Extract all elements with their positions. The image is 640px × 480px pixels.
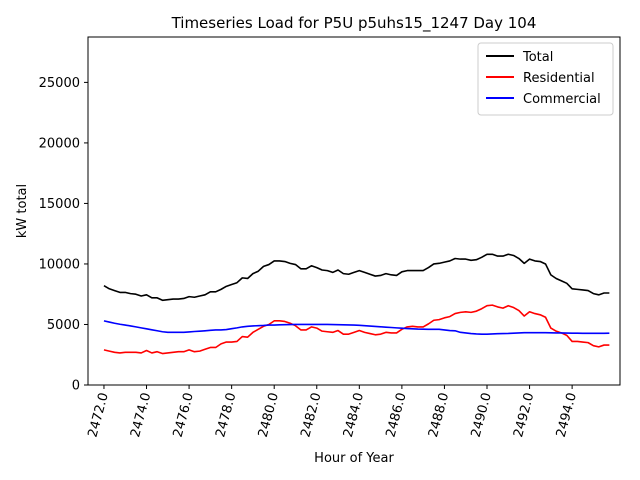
y-tick-label: 5000 [47,318,80,333]
y-tick-label: 15000 [39,197,80,212]
series-line-residential [103,304,610,355]
y-axis-label: kW total [15,184,30,238]
y-tick-label: 10000 [39,257,80,272]
axes-frame [87,36,621,386]
chart-title: Timeseries Load for P5U p5uhs15_1247 Day… [171,14,537,33]
x-axis-label: Hour of Year [314,451,394,466]
y-tick-label: 0 [72,379,80,394]
y-tick-label: 25000 [39,76,80,91]
legend-label-total: Total [522,50,553,65]
legend-label-commercial: Commercial [523,92,601,107]
legend-label-residential: Residential [523,71,595,86]
series-line-total [103,253,610,302]
legend: Total Residential Commercial [477,42,614,116]
series-line-commercial [103,320,610,335]
y-tick-label: 20000 [39,136,80,151]
